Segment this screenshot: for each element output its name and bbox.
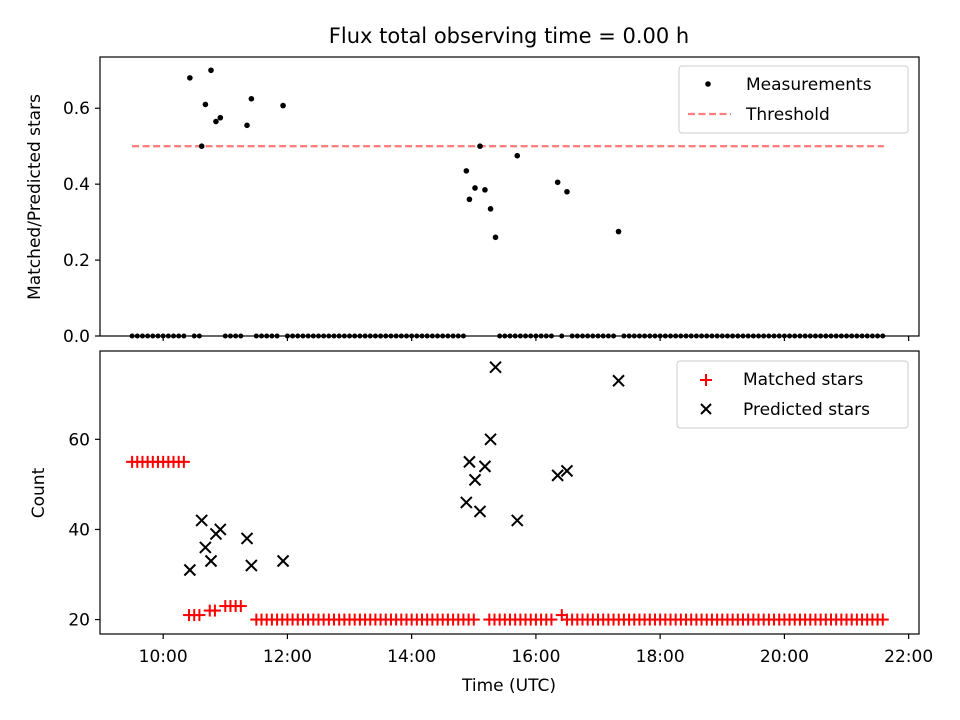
measurement-point [482, 187, 488, 193]
measurement-point [472, 185, 478, 191]
predicted-star-point [276, 554, 290, 568]
predicted-star-point [612, 374, 625, 387]
bottom-x-tick-label: 20:00 [760, 647, 809, 667]
matched-star-point [234, 600, 247, 613]
predicted-star-point [183, 563, 197, 577]
predicted-star-point [511, 514, 524, 527]
predicted-star-point [195, 514, 208, 527]
predicted-star-point [463, 455, 476, 469]
bottom-panel: 10:00 12:00 14:00 16:00 18:00 20:00 22:00 20 40… [29, 350, 933, 696]
legend-predicted-marker [700, 403, 712, 415]
bottom-plot-area [126, 361, 889, 626]
matched-star-point [545, 613, 558, 626]
measurement-point [492, 234, 499, 241]
predicted-star-point [551, 469, 564, 482]
bottom-legend-box [676, 360, 909, 429]
bottom-x-ticks: 10:00 12:00 14:00 16:00 18:00 20:00 22:00 [139, 634, 933, 667]
measurement-point [217, 114, 224, 121]
bottom-y-tick-label: 60 [68, 430, 90, 450]
measurement-point [280, 102, 286, 109]
predicted-star-point [468, 473, 482, 487]
bottom-axes-frame [99, 350, 920, 635]
measurement-point [615, 228, 622, 235]
top-y-axis-label: Matched/Predicted stars [25, 94, 45, 300]
bottom-y-tick-label: 40 [68, 520, 90, 540]
legend-matched-marker [700, 374, 712, 386]
top-legend: Measurements Threshold [678, 65, 909, 134]
bottom-y-axis-label: Count [29, 467, 49, 518]
matched-star-point [876, 613, 889, 626]
measurement-point [477, 143, 483, 150]
predicted-star-point [484, 433, 497, 446]
predicted-star-point [460, 496, 473, 509]
measurement-point [198, 143, 205, 150]
bottom-x-tick-label: 10:00 [139, 647, 188, 667]
bottom-x-tick-label: 16:00 [511, 647, 560, 667]
bottom-x-axis-label: Time (UTC) [461, 676, 556, 696]
top-chart-title: Flux total observing time = 0.00 h [329, 24, 689, 48]
top-y-ticks: 0.0 0.2 0.4 0.6 [63, 99, 100, 347]
bottom-x-tick-label: 22:00 [884, 647, 933, 667]
bottom-legend: Matched stars Predicted stars [676, 360, 909, 429]
measurement-point [554, 179, 561, 186]
measurement-point [213, 118, 219, 125]
legend-matched-label: Matched stars [743, 370, 863, 390]
predicted-star-point [473, 505, 487, 518]
legend-threshold-label: Threshold [745, 105, 830, 125]
bottom-y-ticks: 20 40 60 [68, 430, 100, 631]
legend-measurements-marker [705, 81, 711, 87]
predicted-star-point [560, 464, 574, 478]
measurement-point [187, 75, 193, 81]
matched-star-point [208, 604, 221, 617]
predicted-star-point [204, 554, 218, 568]
predicted-star-point [214, 523, 227, 536]
top-y-tick-label: 0.0 [63, 327, 90, 347]
legend-predicted-label: Predicted stars [743, 400, 870, 420]
top-y-tick-label: 0.6 [63, 99, 90, 119]
measurement-point [487, 206, 494, 212]
predicted-star-point [245, 559, 258, 572]
top-y-tick-label: 0.2 [63, 251, 90, 271]
predicted-star-point [489, 361, 502, 374]
predicted-star-point [478, 460, 492, 473]
top-x-ticks [162, 336, 910, 341]
matched-star-point [177, 455, 190, 468]
predicted-star-point [199, 541, 212, 554]
bottom-x-tick-label: 18:00 [636, 647, 685, 667]
measurement-point [244, 122, 250, 129]
top-axes-frame [99, 56, 920, 337]
matched-star-point [467, 613, 480, 626]
measurement-point [514, 152, 521, 159]
bottom-x-tick-label: 12:00 [263, 647, 312, 667]
measurement-point [248, 95, 255, 102]
top-panel: 0.0 0.2 0.4 0.6 Matched/Predicted stars Mea… [25, 56, 920, 347]
predicted-star-point [240, 532, 254, 545]
legend-measurements-label: Measurements [746, 75, 872, 95]
measurement-point [564, 188, 570, 195]
top-y-tick-label: 0.4 [63, 175, 90, 195]
matched-star-point [193, 609, 206, 622]
measurement-point [463, 168, 470, 174]
bottom-y-tick-label: 20 [68, 611, 90, 631]
bottom-x-tick-label: 14:00 [387, 647, 436, 667]
measurement-point [466, 196, 473, 203]
measurement-point [208, 67, 214, 74]
top-legend-box [678, 65, 909, 134]
measurement-point [202, 101, 209, 108]
